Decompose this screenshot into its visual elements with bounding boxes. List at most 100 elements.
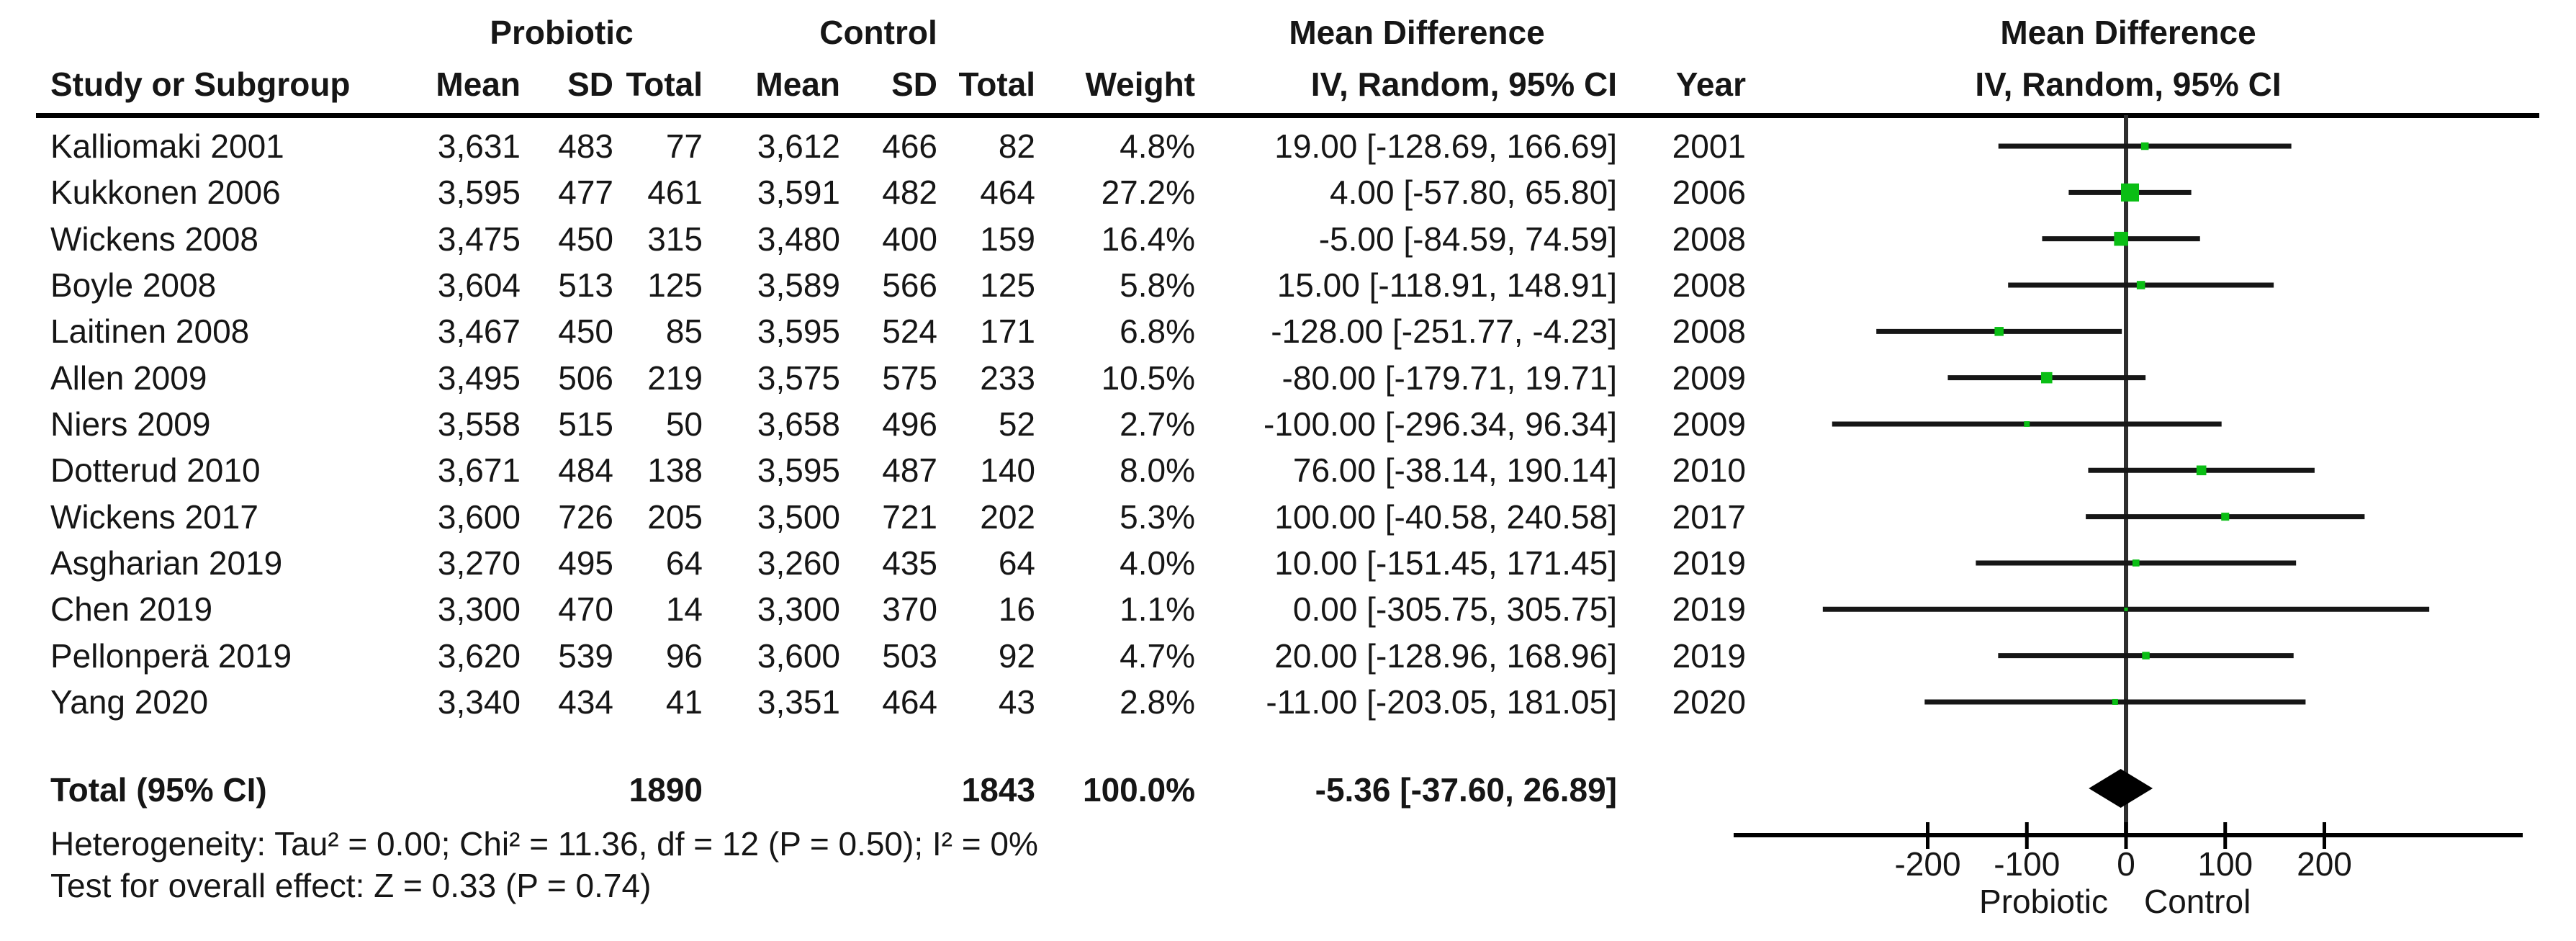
year-value: 2020: [1672, 683, 1746, 721]
control-mean: 3,658: [757, 405, 840, 443]
group-header-control: Control: [819, 14, 937, 51]
control-total: 171: [980, 312, 1035, 351]
study-row: Yang 2020 3,340 434 41 3,351 464 43 2.8% -11.00 …: [0, 679, 1771, 725]
study-row: Pellonperä 2019 3,620 539 96 3,600 503 92 4.7% 2…: [0, 633, 1771, 679]
study-name: Niers 2009: [50, 405, 211, 443]
probiotic-total: 64: [665, 544, 703, 582]
probiotic-total: 96: [665, 636, 703, 675]
control-mean: 3,351: [757, 683, 840, 721]
total-probiotic-n: 1890: [629, 771, 703, 809]
total-ci-text: -5.36 [-37.60, 26.89]: [1315, 771, 1617, 809]
probiotic-sd: 495: [558, 544, 613, 582]
year-value: 2017: [1672, 497, 1746, 536]
control-sd: 721: [882, 497, 937, 536]
control-mean: 3,591: [757, 174, 840, 212]
control-total: 16: [998, 590, 1035, 629]
probiotic-total: 50: [665, 405, 703, 443]
study-name: Allen 2009: [50, 359, 207, 397]
control-total: 43: [998, 683, 1035, 721]
control-sd: 566: [882, 266, 937, 304]
probiotic-sd: 726: [558, 497, 613, 536]
weight-value: 6.8%: [1120, 312, 1195, 351]
year-value: 2009: [1672, 405, 1746, 443]
group-header-probiotic: Probiotic: [490, 14, 634, 51]
ci-text: -100.00 [-296.34, 96.34]: [1263, 405, 1617, 443]
weight-value: 4.0%: [1120, 544, 1195, 582]
study-name: Wickens 2017: [50, 497, 258, 536]
probiotic-sd: 450: [558, 312, 613, 351]
control-mean: 3,480: [757, 220, 840, 258]
control-mean: 3,500: [757, 497, 840, 536]
control-total: 140: [980, 451, 1035, 490]
ci-text: 19.00 [-128.69, 166.69]: [1274, 127, 1617, 165]
probiotic-mean: 3,300: [437, 590, 521, 629]
probiotic-mean: 3,671: [437, 451, 521, 490]
probiotic-mean: 3,604: [437, 266, 521, 304]
probiotic-total: 85: [665, 312, 703, 351]
tick-label: 0: [2117, 845, 2135, 883]
col-control-sd: SD: [891, 66, 937, 103]
control-mean: 3,595: [757, 451, 840, 490]
col-control-total: Total: [958, 66, 1035, 103]
ci-text: -5.00 [-84.59, 74.59]: [1318, 220, 1617, 258]
study-name: Kukkonen 2006: [50, 174, 281, 212]
probiotic-mean: 3,620: [437, 636, 521, 675]
control-mean: 3,595: [757, 312, 840, 351]
tick-label: 200: [2297, 845, 2352, 883]
year-value: 2006: [1672, 174, 1746, 212]
effect-square: [2120, 183, 2140, 202]
effect-square: [2114, 231, 2128, 246]
probiotic-total: 14: [665, 590, 703, 629]
probiotic-sd: 483: [558, 127, 613, 165]
probiotic-mean: 3,475: [437, 220, 521, 258]
year-value: 2008: [1672, 266, 1746, 304]
col-probiotic-total: Total: [626, 66, 703, 103]
probiotic-total: 41: [665, 683, 703, 721]
probiotic-mean: 3,495: [437, 359, 521, 397]
md-header-right-line1: Mean Difference: [2000, 14, 2256, 51]
study-name: Kalliomaki 2001: [50, 127, 284, 165]
probiotic-sd: 506: [558, 359, 613, 397]
study-row: Laitinen 2008 3,467 450 85 3,595 524 171 6.8% -1…: [0, 308, 1771, 354]
control-total: 64: [998, 544, 1035, 582]
study-row: Wickens 2008 3,475 450 315 3,480 400 159 16.4% -…: [0, 216, 1771, 262]
probiotic-sd: 539: [558, 636, 613, 675]
col-weight: Weight: [1085, 66, 1195, 103]
effect-square: [2221, 513, 2230, 521]
probiotic-sd: 484: [558, 451, 613, 490]
weight-value: 5.8%: [1120, 266, 1195, 304]
control-total: 202: [980, 497, 1035, 536]
tick-label: -100: [1994, 845, 2060, 883]
md-header-left-line1: Mean Difference: [1289, 14, 1545, 51]
effect-square: [2142, 652, 2150, 659]
weight-value: 8.0%: [1120, 451, 1195, 490]
study-name: Boyle 2008: [50, 266, 217, 304]
total-row: Total (95% CI) 1890 1843 100.0% -5.36 [-…: [0, 767, 1771, 813]
probiotic-mean: 3,270: [437, 544, 521, 582]
probiotic-sd: 477: [558, 174, 613, 212]
header-divider-line: [36, 113, 2539, 118]
year-value: 2009: [1672, 359, 1746, 397]
year-value: 2019: [1672, 544, 1746, 582]
control-sd: 524: [882, 312, 937, 351]
control-sd: 435: [882, 544, 937, 582]
control-mean: 3,612: [757, 127, 840, 165]
effect-square: [2132, 559, 2140, 567]
ci-text: 76.00 [-38.14, 190.14]: [1292, 451, 1617, 490]
effect-square: [2124, 607, 2128, 611]
ci-text: -11.00 [-203.05, 181.05]: [1266, 683, 1617, 721]
control-mean: 3,589: [757, 266, 840, 304]
probiotic-mean: 3,558: [437, 405, 521, 443]
probiotic-total: 125: [647, 266, 703, 304]
effect-square: [2136, 281, 2145, 289]
col-probiotic-mean: Mean: [436, 66, 521, 103]
ci-text: 4.00 [-57.80, 65.80]: [1330, 174, 1617, 212]
effect-square: [2196, 465, 2207, 476]
control-sd: 464: [882, 683, 937, 721]
effect-square: [2041, 372, 2053, 384]
probiotic-total: 315: [647, 220, 703, 258]
favours-label-right: Control: [2144, 883, 2251, 920]
control-sd: 503: [882, 636, 937, 675]
control-mean: 3,260: [757, 544, 840, 582]
